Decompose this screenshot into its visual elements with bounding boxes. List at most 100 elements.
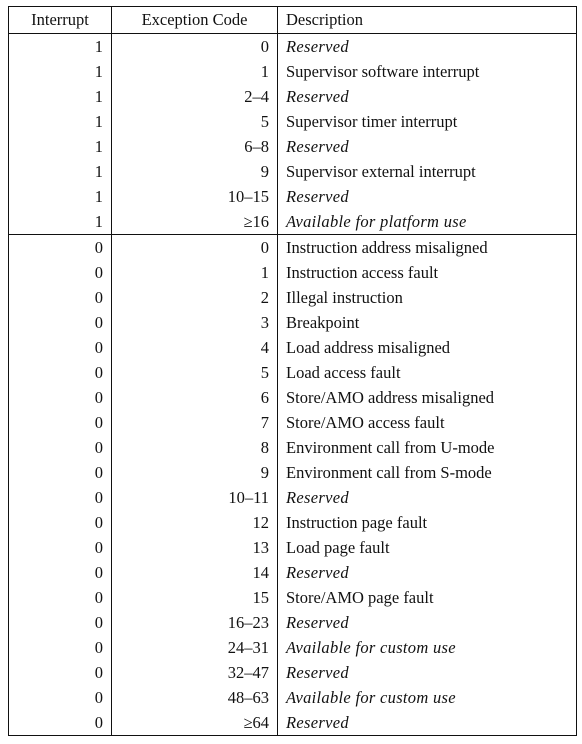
description-cell: Load address misaligned xyxy=(277,335,577,360)
interrupt-cell: 1 xyxy=(8,134,112,159)
table-row: 1 10–15 Reserved xyxy=(8,184,577,209)
table-row: 0 3 Breakpoint xyxy=(8,310,577,335)
exception-code-cell: 6–8 xyxy=(111,134,278,159)
table-row: 0 16–23 Reserved xyxy=(8,610,577,635)
exception-code-cell: 12 xyxy=(111,510,278,535)
exception-code-cell: 2–4 xyxy=(111,84,278,109)
header-exception-code: Exception Code xyxy=(111,6,278,34)
table-row: 0 5 Load access fault xyxy=(8,360,577,385)
description-cell: Store/AMO access fault xyxy=(277,410,577,435)
exception-code-cell: 8 xyxy=(111,435,278,460)
description-cell: Load page fault xyxy=(277,535,577,560)
table-row: 0 12 Instruction page fault xyxy=(8,510,577,535)
header-row: Interrupt Exception Code Description xyxy=(8,6,577,34)
interrupt-cell: 0 xyxy=(8,234,112,260)
table-row: 0 2 Illegal instruction xyxy=(8,285,577,310)
exception-code-cell: 14 xyxy=(111,560,278,585)
interrupt-cell: 1 xyxy=(8,109,112,134)
table-row: 1 2–4 Reserved xyxy=(8,84,577,109)
header-description: Description xyxy=(277,6,577,34)
description-cell: Environment call from U-mode xyxy=(277,435,577,460)
interrupt-cell: 0 xyxy=(8,535,112,560)
interrupt-cell: 0 xyxy=(8,385,112,410)
exception-code-cell: 9 xyxy=(111,460,278,485)
description-cell: Reserved xyxy=(277,184,577,209)
description-cell: Supervisor external interrupt xyxy=(277,159,577,184)
interrupt-cell: 0 xyxy=(8,260,112,285)
table-row: 0 48–63 Available for custom use xyxy=(8,685,577,710)
interrupt-cell: 1 xyxy=(8,184,112,209)
description-cell: Reserved xyxy=(277,560,577,585)
description-cell: Available for custom use xyxy=(277,635,577,660)
exception-rows: 0 0 Instruction address misaligned 0 1 Instru… xyxy=(8,234,577,736)
table-row: 0 14 Reserved xyxy=(8,560,577,585)
description-cell: Reserved xyxy=(277,610,577,635)
table-row: 1 ≥16 Available for platform use xyxy=(8,209,577,235)
table-row: 0 10–11 Reserved xyxy=(8,485,577,510)
table-row: 0 9 Environment call from S-mode xyxy=(8,460,577,485)
table-row: 1 5 Supervisor timer interrupt xyxy=(8,109,577,134)
interrupt-cell: 0 xyxy=(8,610,112,635)
description-cell: Reserved xyxy=(277,134,577,159)
description-cell: Illegal instruction xyxy=(277,285,577,310)
exception-code-cell: 15 xyxy=(111,585,278,610)
interrupt-cell: 0 xyxy=(8,310,112,335)
description-cell: Store/AMO address misaligned xyxy=(277,385,577,410)
description-cell: Supervisor timer interrupt xyxy=(277,109,577,134)
table-row: 1 1 Supervisor software interrupt xyxy=(8,59,577,84)
description-cell: Instruction page fault xyxy=(277,510,577,535)
description-cell: Reserved xyxy=(277,485,577,510)
interrupt-cell: 0 xyxy=(8,460,112,485)
table-row: 0 15 Store/AMO page fault xyxy=(8,585,577,610)
exception-code-cell: 48–63 xyxy=(111,685,278,710)
table-row: 1 6–8 Reserved xyxy=(8,134,577,159)
exception-code-cell: 10–11 xyxy=(111,485,278,510)
interrupt-cell: 0 xyxy=(8,360,112,385)
table-header: Interrupt Exception Code Description xyxy=(8,6,577,34)
description-cell: Instruction access fault xyxy=(277,260,577,285)
exception-code-cell: 7 xyxy=(111,410,278,435)
interrupt-cell: 1 xyxy=(8,59,112,84)
description-cell: Available for platform use xyxy=(277,209,577,235)
description-cell: Supervisor software interrupt xyxy=(277,59,577,84)
description-cell: Reserved xyxy=(277,660,577,685)
description-cell: Store/AMO page fault xyxy=(277,585,577,610)
interrupt-cell: 0 xyxy=(8,585,112,610)
table-row: 0 6 Store/AMO address misaligned xyxy=(8,385,577,410)
description-cell: Instruction address misaligned xyxy=(277,234,577,260)
exception-code-cell: 32–47 xyxy=(111,660,278,685)
interrupt-cell: 0 xyxy=(8,660,112,685)
exception-code-cell: 1 xyxy=(111,260,278,285)
interrupt-rows: 1 0 Reserved 1 1 Supervisor software interrup… xyxy=(8,33,577,235)
table-row: 0 13 Load page fault xyxy=(8,535,577,560)
table-row: 0 24–31 Available for custom use xyxy=(8,635,577,660)
interrupt-cell: 1 xyxy=(8,33,112,59)
interrupt-cell: 0 xyxy=(8,560,112,585)
exception-code-cell: 3 xyxy=(111,310,278,335)
table-row: 1 0 Reserved xyxy=(8,33,577,59)
exception-code-cell: ≥16 xyxy=(111,209,278,235)
exception-code-cell: 5 xyxy=(111,360,278,385)
exception-code-cell: 6 xyxy=(111,385,278,410)
interrupt-cell: 0 xyxy=(8,335,112,360)
interrupt-cell: 0 xyxy=(8,435,112,460)
interrupt-cell: 0 xyxy=(8,410,112,435)
exception-code-cell: 10–15 xyxy=(111,184,278,209)
interrupt-cell: 0 xyxy=(8,285,112,310)
header-interrupt: Interrupt xyxy=(8,6,112,34)
table-row: 0 ≥64 Reserved xyxy=(8,710,577,736)
interrupt-cell: 1 xyxy=(8,209,112,235)
description-cell: Environment call from S-mode xyxy=(277,460,577,485)
table-row: 0 1 Instruction access fault xyxy=(8,260,577,285)
interrupt-cell: 0 xyxy=(8,710,112,736)
description-cell: Available for custom use xyxy=(277,685,577,710)
description-cell: Reserved xyxy=(277,84,577,109)
exception-code-cell: 16–23 xyxy=(111,610,278,635)
exception-code-cell: ≥64 xyxy=(111,710,278,736)
table-row: 0 7 Store/AMO access fault xyxy=(8,410,577,435)
table-row: 0 4 Load address misaligned xyxy=(8,335,577,360)
description-cell: Breakpoint xyxy=(277,310,577,335)
interrupt-cell: 0 xyxy=(8,635,112,660)
exception-code-cell: 1 xyxy=(111,59,278,84)
